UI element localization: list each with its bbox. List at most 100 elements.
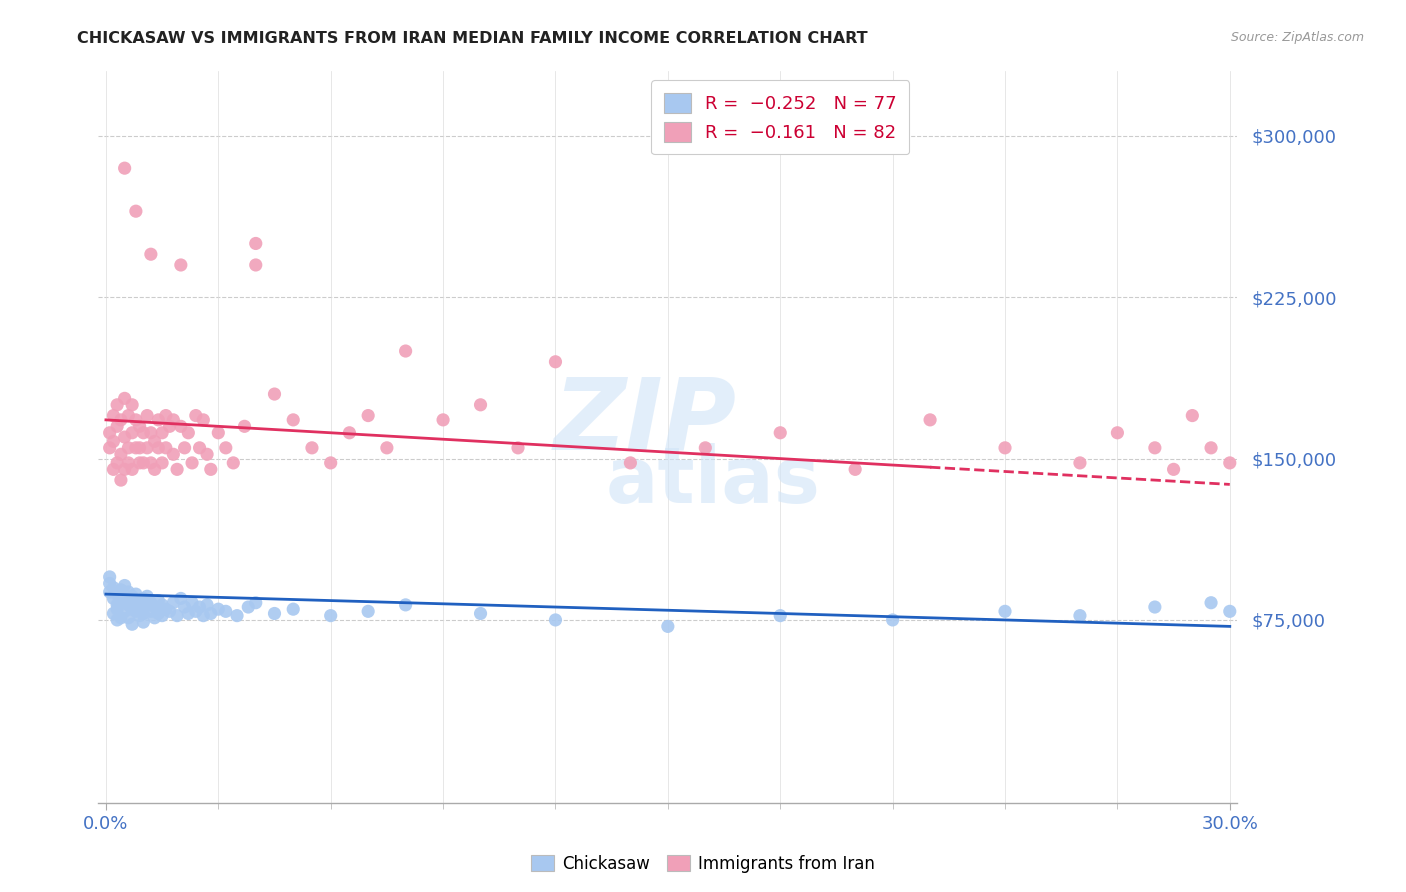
Point <box>1143 441 1166 455</box>
Point <box>263 387 285 401</box>
Point <box>117 585 139 599</box>
Point <box>1256 617 1278 632</box>
Point <box>114 578 136 592</box>
Point <box>1163 462 1185 476</box>
Point <box>105 398 128 412</box>
Point <box>357 604 380 618</box>
Point <box>394 598 416 612</box>
Point <box>506 441 529 455</box>
Point <box>125 604 148 618</box>
Point <box>125 413 148 427</box>
Point <box>143 600 166 615</box>
Point <box>139 456 162 470</box>
Point <box>432 413 454 427</box>
Point <box>155 602 177 616</box>
Point <box>245 596 267 610</box>
Point <box>117 456 139 470</box>
Point <box>173 441 195 455</box>
Point <box>117 409 139 423</box>
Point <box>103 591 125 606</box>
Point <box>215 604 238 618</box>
Point <box>263 607 285 621</box>
Point <box>162 447 184 461</box>
Point <box>125 587 148 601</box>
Point <box>139 596 162 610</box>
Point <box>103 409 125 423</box>
Point <box>245 236 267 251</box>
Point <box>882 613 904 627</box>
Point <box>544 355 567 369</box>
Point <box>98 425 121 440</box>
Point <box>339 425 361 440</box>
Point <box>139 604 162 618</box>
Point <box>301 441 323 455</box>
Point <box>125 204 148 219</box>
Point <box>238 600 260 615</box>
Point <box>155 409 177 423</box>
Point <box>150 598 173 612</box>
Point <box>695 441 717 455</box>
Point <box>139 247 162 261</box>
Point <box>121 425 143 440</box>
Point <box>1069 456 1091 470</box>
Point <box>170 258 193 272</box>
Point <box>132 615 155 629</box>
Point <box>1199 596 1222 610</box>
Point <box>245 258 267 272</box>
Point <box>114 593 136 607</box>
Point <box>117 598 139 612</box>
Point <box>128 600 150 615</box>
Point <box>105 456 128 470</box>
Point <box>114 604 136 618</box>
Point <box>139 425 162 440</box>
Point <box>132 425 155 440</box>
Point <box>181 596 204 610</box>
Point <box>128 419 150 434</box>
Point <box>143 611 166 625</box>
Point <box>188 600 211 615</box>
Point <box>233 419 256 434</box>
Point <box>110 611 132 625</box>
Point <box>105 587 128 601</box>
Text: Source: ZipAtlas.com: Source: ZipAtlas.com <box>1230 31 1364 45</box>
Point <box>98 576 121 591</box>
Point <box>769 425 792 440</box>
Point <box>207 602 229 616</box>
Point <box>136 598 159 612</box>
Point <box>1069 608 1091 623</box>
Point <box>110 473 132 487</box>
Point <box>159 419 181 434</box>
Point <box>173 600 195 615</box>
Point <box>132 607 155 621</box>
Point <box>117 611 139 625</box>
Point <box>162 596 184 610</box>
Point <box>177 607 200 621</box>
Point <box>184 409 207 423</box>
Point <box>155 441 177 455</box>
Point <box>103 607 125 621</box>
Point <box>121 602 143 616</box>
Point <box>125 441 148 455</box>
Point <box>162 413 184 427</box>
Point <box>121 462 143 476</box>
Point <box>114 430 136 444</box>
Point <box>114 161 136 176</box>
Point <box>195 598 218 612</box>
Point <box>98 585 121 599</box>
Point <box>121 589 143 603</box>
Point <box>283 602 305 616</box>
Point <box>105 602 128 616</box>
Point <box>1219 604 1241 618</box>
Point <box>110 413 132 427</box>
Point <box>357 409 380 423</box>
Point <box>114 392 136 406</box>
Point <box>143 462 166 476</box>
Point <box>132 591 155 606</box>
Point <box>148 441 170 455</box>
Point <box>166 608 188 623</box>
Text: CHICKASAW VS IMMIGRANTS FROM IRAN MEDIAN FAMILY INCOME CORRELATION CHART: CHICKASAW VS IMMIGRANTS FROM IRAN MEDIAN… <box>77 31 868 46</box>
Point <box>128 456 150 470</box>
Point <box>166 462 188 476</box>
Point <box>544 613 567 627</box>
Point <box>170 419 193 434</box>
